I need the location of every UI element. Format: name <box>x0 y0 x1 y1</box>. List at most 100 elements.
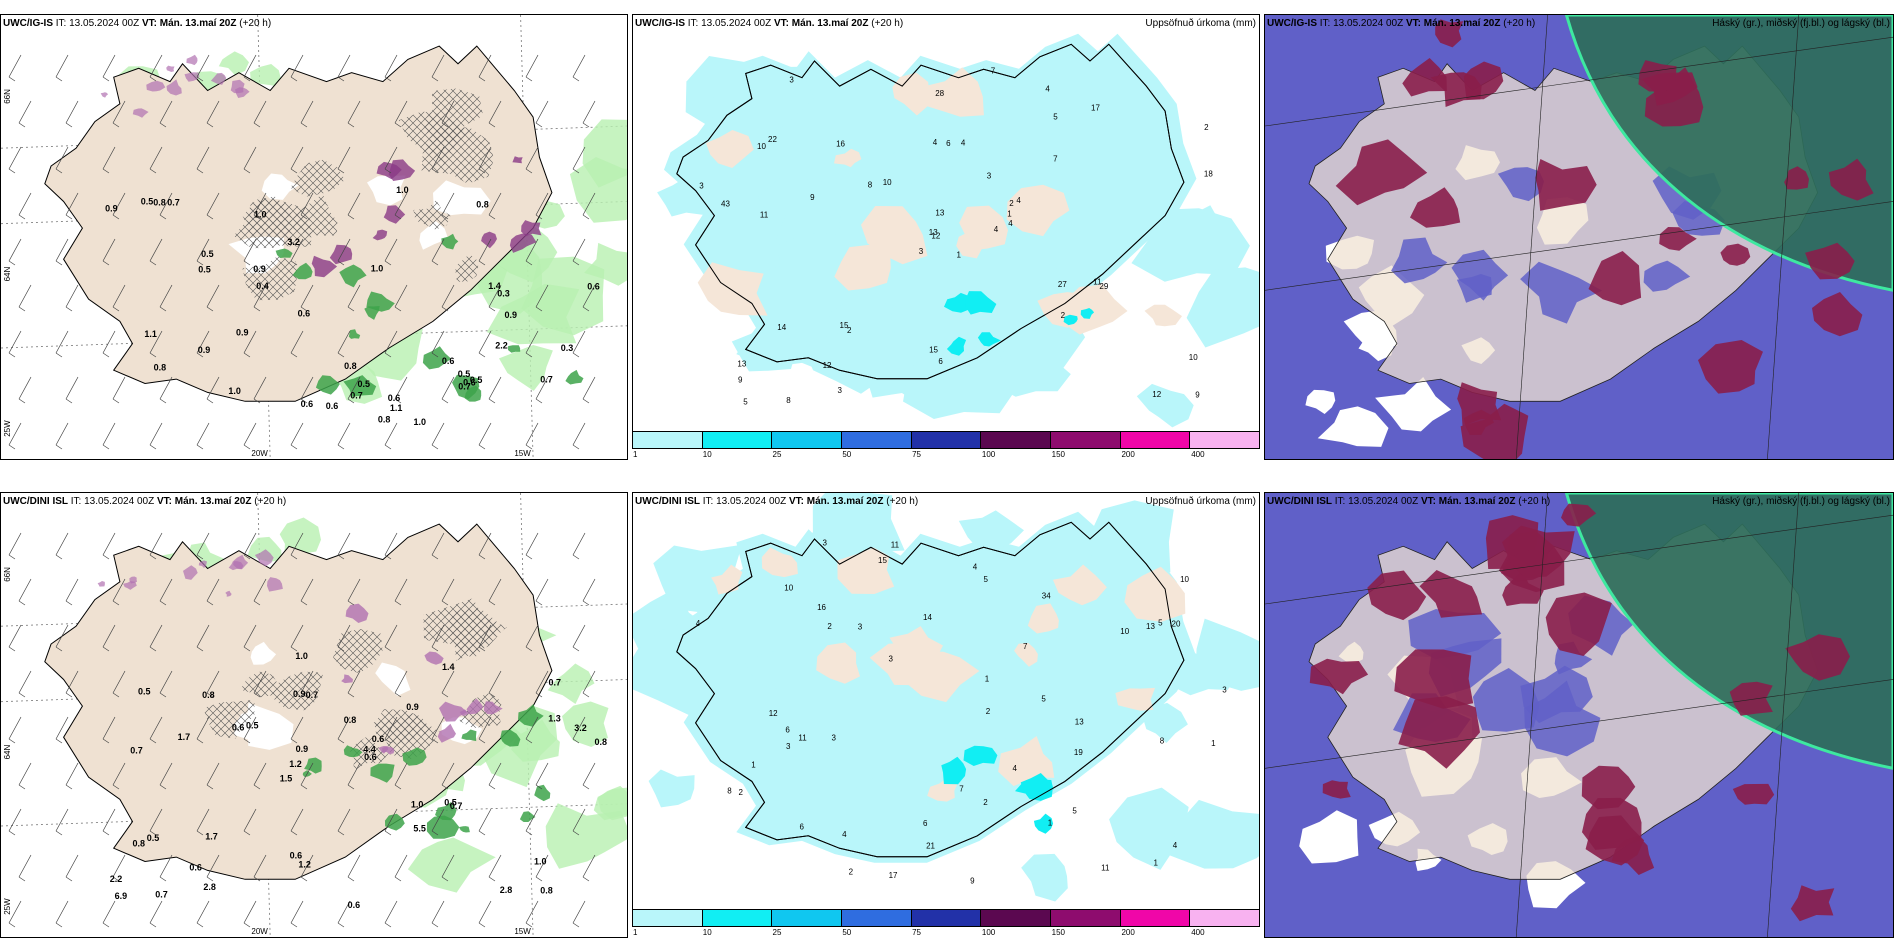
wind-barb <box>55 716 69 744</box>
accum-value-label: 2 <box>1009 199 1014 208</box>
precip-value-label: 0.6 <box>189 863 202 873</box>
accum-value-label: 1 <box>1007 209 1012 218</box>
legend-label: 10 <box>702 928 712 937</box>
accum-value-label: 10 <box>1180 575 1189 584</box>
precip-value-label: 0.5 <box>458 369 471 379</box>
wind-barb <box>300 670 314 698</box>
wind-barb <box>253 284 267 312</box>
legend-swatch <box>1190 910 1260 926</box>
legend-label: 1 <box>633 928 638 937</box>
accum-value-label: 10 <box>1120 627 1129 636</box>
wind-barb <box>582 376 596 404</box>
accum-value-label: 6 <box>938 357 943 366</box>
accum-value-label: 4 <box>842 830 847 839</box>
precip-value-label: 1.0 <box>534 856 547 866</box>
wind-barb <box>149 330 163 358</box>
accum-value-label: 2 <box>849 867 854 876</box>
wind-barb <box>112 670 126 698</box>
accum-value-label: 4 <box>1008 219 1013 228</box>
accum-value-label: 8 <box>786 396 791 405</box>
wind-barb <box>112 854 126 882</box>
wind-barb <box>431 54 445 82</box>
wind-barb <box>253 854 267 882</box>
legend-swatch <box>772 910 843 926</box>
wind-barb <box>488 192 502 220</box>
legend-boxes <box>632 431 1260 449</box>
precip-value-label: 1.0 <box>371 264 384 274</box>
accum-value-label: 4 <box>961 139 966 148</box>
legend-swatch <box>1051 910 1121 926</box>
wind-barb <box>55 532 69 560</box>
precip-value-label: 1.0 <box>411 799 424 809</box>
accum-value-label: 1 <box>985 675 990 684</box>
wind-barb <box>149 532 163 560</box>
precip-value-label: 0.5 <box>444 798 457 808</box>
accum-value-label: 1 <box>1211 739 1216 748</box>
wind-barb <box>337 422 351 450</box>
wind-barb <box>394 192 408 220</box>
precip-value-label: 0.5 <box>147 833 160 843</box>
legend-swatch <box>1120 910 1191 926</box>
wind-barb <box>290 146 304 174</box>
wind-barb <box>196 54 210 82</box>
precip-value-label: 0.8 <box>378 415 391 425</box>
wind-barb <box>206 284 220 312</box>
lon-axis-label: 20W <box>251 449 268 458</box>
wind-barb <box>525 146 539 174</box>
wind-barb <box>8 532 22 560</box>
accum-value-label: 4 <box>1045 84 1050 93</box>
wind-barb <box>206 762 220 790</box>
wind-barb <box>347 284 361 312</box>
accum-value-label: 11 <box>1093 278 1102 287</box>
precip-value-label: 0.8 <box>133 838 146 848</box>
precip-value-label: 0.7 <box>450 801 463 811</box>
wind-barb <box>431 238 445 266</box>
wind-barb <box>18 192 32 220</box>
accum-value-label: 1 <box>1154 858 1159 867</box>
wind-barb <box>384 238 398 266</box>
wind-barb <box>347 578 361 606</box>
wind-barb <box>159 284 173 312</box>
legend-label: 100 <box>981 450 996 459</box>
lat-axis-label: 25W <box>3 420 12 437</box>
wind-barb <box>337 54 351 82</box>
accum-value-label: 11 <box>1101 863 1110 872</box>
wind-barb <box>112 762 126 790</box>
panel-field-title: Háský (gr.), miðský (fj.bl.) og lágský (… <box>1712 496 1890 507</box>
wind-barb <box>102 422 116 450</box>
wind-barb <box>290 900 304 928</box>
wind-barb <box>196 146 210 174</box>
legend-label: 75 <box>912 450 922 459</box>
legend-label: 400 <box>1191 928 1205 937</box>
wind-barb <box>572 808 586 836</box>
wind-barb <box>582 100 596 128</box>
wind-barb <box>394 284 408 312</box>
precip-value-label: 0.8 <box>153 198 166 208</box>
precip-value-label: 1.7 <box>205 831 218 841</box>
wind-barb <box>431 808 445 836</box>
precip-value-label: 1.7 <box>178 732 191 742</box>
wind-barb <box>243 716 257 744</box>
legend-swatch <box>981 910 1052 926</box>
lat-axis-label: 64N <box>3 745 12 760</box>
wind-barb <box>582 762 596 790</box>
accum-value-label: 2 <box>739 788 744 797</box>
accum-value-label: 3 <box>699 182 704 191</box>
wind-barb <box>535 854 549 882</box>
wind-barb <box>290 238 304 266</box>
wind-barb <box>300 376 314 404</box>
precip-value-label: 0.5 <box>141 197 154 207</box>
precip-value-label: 0.9 <box>253 264 266 274</box>
legend-swatch <box>1051 432 1121 448</box>
panel-title: UWC/DINI ISL IT: 13.05.2024 00Z VT: Mán.… <box>3 496 287 507</box>
accum-value-label: 2 <box>827 622 832 631</box>
precip-value-label: 1.5 <box>280 774 293 784</box>
accum-value-label: 18 <box>1204 170 1213 179</box>
accum-value-label: 2 <box>983 798 988 807</box>
accum-value-label: 9 <box>738 376 743 385</box>
accum-value-label: 7 <box>1023 642 1028 651</box>
precip-value-label: 0.6 <box>348 900 361 910</box>
accum-value-label: 8 <box>727 787 732 796</box>
precip-value-label: 0.6 <box>298 309 311 319</box>
wind-barb <box>290 716 304 744</box>
